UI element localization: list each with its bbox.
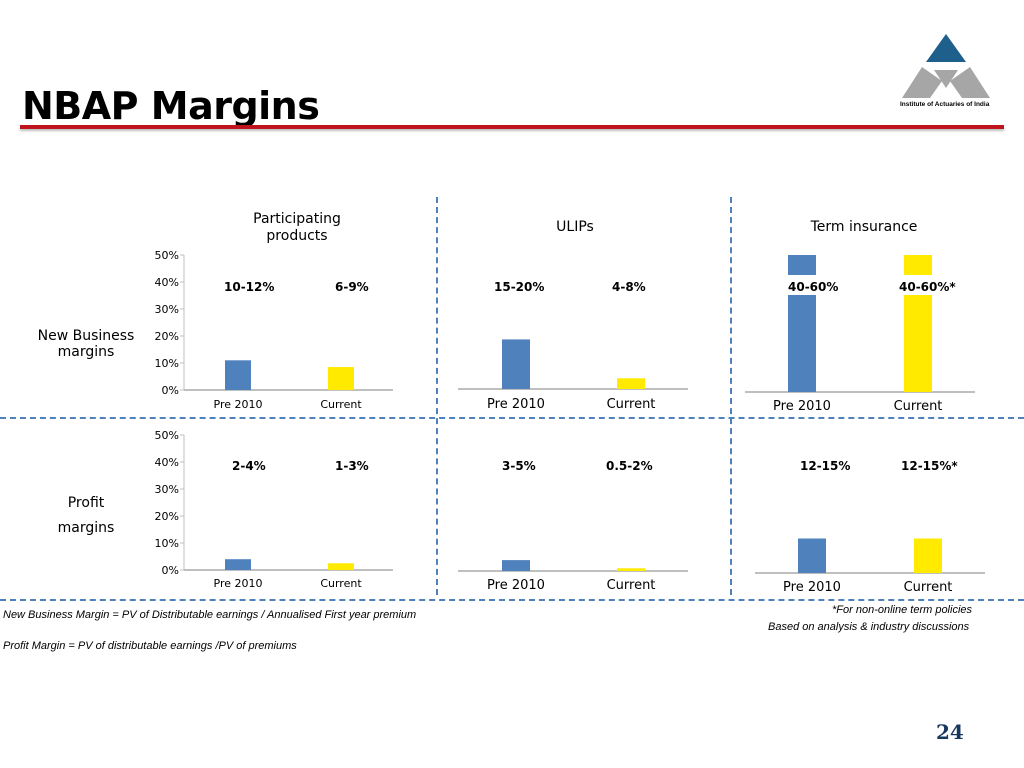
x-tick-label: Current: [320, 398, 362, 411]
range-label: 40-60%*: [899, 280, 956, 294]
column-header-participating: Participating products: [222, 211, 372, 245]
column-header-ulips: ULIPs: [556, 219, 594, 235]
x-tick-label: Pre 2010: [214, 398, 263, 411]
column-header-line: products: [266, 228, 328, 244]
iai-logo: [902, 34, 990, 98]
term-footnote: *For non-online term policies: [832, 604, 973, 616]
source-note: Based on analysis & industry discussions: [768, 621, 970, 633]
row-label-line: New Business: [37, 328, 135, 344]
bar-pre-2010: [225, 559, 251, 570]
y-tick-label: 30%: [155, 303, 179, 316]
column-header-line: Participating: [253, 211, 341, 227]
x-tick-label: Current: [894, 399, 943, 414]
range-label: 4-8%: [612, 280, 646, 294]
range-label: 1-3%: [335, 459, 369, 473]
y-tick-label: 0%: [162, 384, 179, 397]
page-number: 24: [936, 720, 964, 744]
row-divider: [0, 599, 1024, 601]
x-tick-label: Pre 2010: [487, 397, 545, 412]
y-tick-label: 20%: [155, 510, 179, 523]
title-underline: [20, 125, 1004, 129]
x-tick-label: Current: [607, 397, 656, 412]
range-label: 10-12%: [224, 280, 275, 294]
range-label: 2-4%: [232, 459, 266, 473]
range-label: 40-60%: [788, 280, 839, 294]
row-divider: [0, 417, 1024, 419]
label-backdrop: [765, 275, 975, 295]
bar-pre-2010: [502, 339, 530, 389]
x-tick-label: Pre 2010: [773, 399, 831, 414]
y-tick-label: 20%: [155, 330, 179, 343]
bar-current: [617, 378, 645, 389]
x-tick-label: Pre 2010: [487, 578, 545, 593]
row-label-line: Profit: [67, 495, 105, 511]
y-tick-label: 40%: [155, 456, 179, 469]
range-label: 12-15%*: [901, 459, 958, 473]
pm-definition: Profit Margin = PV of distributable earn…: [3, 640, 297, 652]
row-label-line: margins: [57, 520, 115, 536]
bar-pre-2010: [502, 560, 530, 571]
column-divider: [436, 197, 438, 595]
y-tick-label: 40%: [155, 276, 179, 289]
bar-current: [328, 367, 354, 390]
column-header-term: Term insurance: [810, 219, 918, 235]
row-label-profit: Profit margins: [30, 491, 142, 541]
y-tick-label: 50%: [155, 429, 179, 442]
bar-current: [914, 538, 942, 573]
x-tick-label: Current: [607, 578, 656, 593]
bar-pre-2010: [225, 360, 251, 390]
bar-current: [617, 568, 645, 571]
y-tick-label: 0%: [162, 564, 179, 577]
y-tick-label: 30%: [155, 483, 179, 496]
page-title: NBAP Margins: [22, 84, 320, 128]
x-tick-label: Pre 2010: [783, 580, 841, 595]
range-label: 12-15%: [800, 459, 851, 473]
y-tick-label: 10%: [155, 357, 179, 370]
bar-pre-2010: [798, 538, 826, 573]
range-label: 0.5-2%: [606, 459, 653, 473]
x-tick-label: Pre 2010: [214, 577, 263, 590]
range-label: 3-5%: [502, 459, 536, 473]
range-label: 6-9%: [335, 280, 369, 294]
row-label-new-business: New Business margins: [30, 328, 142, 360]
x-tick-label: Current: [904, 580, 953, 595]
nbm-definition: New Business Margin = PV of Distributabl…: [3, 609, 417, 621]
y-tick-label: 10%: [155, 537, 179, 550]
row-label-line: margins: [57, 344, 115, 360]
logo-caption: Institute of Actuaries of India: [900, 101, 990, 108]
range-label: 15-20%: [494, 280, 545, 294]
y-tick-label: 50%: [155, 249, 179, 262]
bar-current: [328, 563, 354, 570]
column-divider: [730, 197, 732, 595]
x-tick-label: Current: [320, 577, 362, 590]
